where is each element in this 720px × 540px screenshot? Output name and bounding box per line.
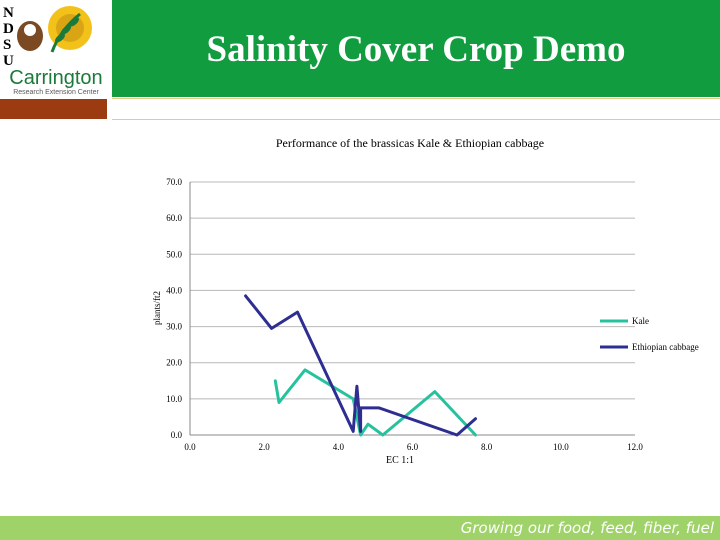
x-tick-label: 4.0: [333, 442, 345, 452]
line-chart: Performance of the brassicas Kale & Ethi…: [152, 136, 699, 466]
y-tick-label: 30.0: [166, 322, 182, 332]
x-tick-label: 0.0: [184, 442, 196, 452]
series-line-0: [273, 368, 477, 437]
x-tick-label: 6.0: [407, 442, 419, 452]
y-tick-label: 70.0: [166, 177, 182, 187]
series-lines: [244, 294, 477, 437]
gridlines: [189, 181, 635, 436]
legend-label: Ethiopian cabbage: [632, 342, 699, 352]
logo: N D S U Carrington Research Extension Ce…: [0, 0, 112, 97]
x-axis-label: EC 1:1: [386, 455, 414, 466]
slide-title: Salinity Cover Crop Demo: [206, 29, 626, 70]
wheat-icon: [50, 12, 81, 53]
y-tick-label: 60.0: [166, 213, 182, 223]
x-tick-label: 8.0: [481, 442, 493, 452]
logo-subtitle: Research Extension Center: [13, 89, 99, 96]
logo-letter-d: D: [3, 21, 14, 37]
x-tick-label: 10.0: [553, 442, 569, 452]
y-tick-label: 0.0: [171, 430, 183, 440]
footer-band: [0, 516, 720, 540]
title-band: [112, 0, 720, 97]
divider-bottom: [112, 119, 720, 120]
logo-letter-n: N: [3, 5, 14, 21]
x-tick-label: 2.0: [259, 442, 271, 452]
legend-label: Kale: [632, 316, 649, 326]
y-axis-label: plants/ft2: [152, 291, 162, 325]
cattle-icon: [17, 21, 43, 51]
y-tick-label: 50.0: [166, 249, 182, 259]
logo-letter-u: U: [3, 53, 14, 69]
y-tick-label: 10.0: [166, 394, 182, 404]
series-line-1: [244, 294, 477, 437]
divider-top: [112, 98, 720, 99]
footer-tagline: Growing our food, feed, fiber, fuel: [460, 519, 714, 537]
y-tick-label: 40.0: [166, 285, 182, 295]
accent-bar: [0, 99, 107, 119]
logo-name: Carrington: [9, 67, 102, 89]
legend: Kale Ethiopian cabbage: [600, 316, 699, 352]
tick-labels: 0.0 10.0 20.0 30.0 40.0 50.0 60.0 70.0 0.0 2.0 4.0…: [166, 177, 643, 452]
logo-graphic: N D S U Carrington Research Extension Ce…: [3, 5, 103, 96]
chart-title: Performance of the brassicas Kale & Ethi…: [276, 136, 544, 150]
y-tick-label: 20.0: [166, 358, 182, 368]
x-tick-label: 12.0: [627, 442, 643, 452]
logo-letter-s: S: [3, 37, 11, 53]
